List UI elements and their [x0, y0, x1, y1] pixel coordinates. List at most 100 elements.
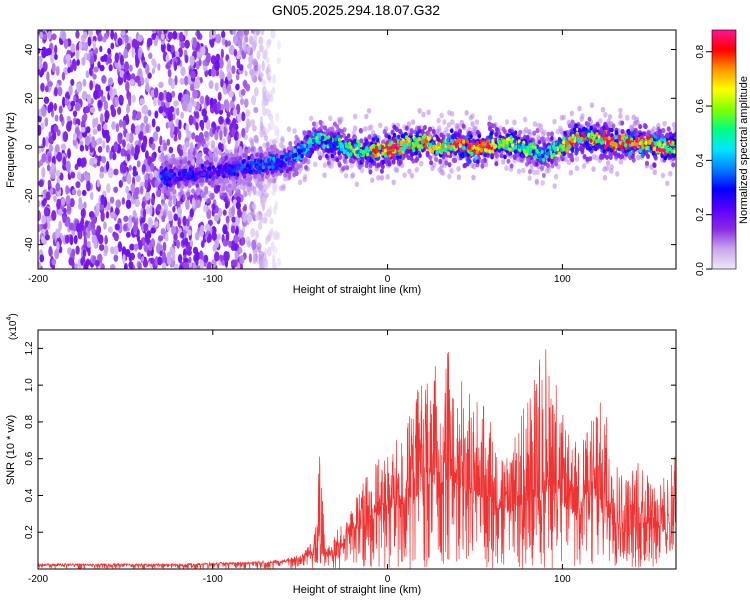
spectrogram-noise-cell [190, 71, 196, 79]
spectrogram-noise-cell [68, 223, 74, 231]
spectrogram-noise-cell [133, 243, 139, 251]
spectrogram-noise-cell [273, 125, 279, 137]
spectrogram-noise-cell [253, 87, 259, 97]
spectrogram-noise-cell [275, 112, 280, 122]
spectrogram-signal-cell [418, 160, 424, 167]
spectrogram-noise-cell [137, 80, 142, 87]
spectrogram-signal-cell [638, 123, 643, 130]
spectrogram-noise-cell [80, 126, 86, 133]
spectrogram-signal-cell [425, 152, 430, 158]
spectrogram-signal-cell [292, 172, 297, 178]
spectrogram-signal-cell [265, 142, 270, 148]
spectrogram-signal-cell [456, 166, 461, 172]
spectrogram-noise-cell [259, 215, 264, 224]
spectrogram-noise-cell [60, 198, 65, 206]
spectrogram-noise-cell [164, 100, 170, 108]
spectrogram-signal-cell [172, 159, 177, 165]
spectrogram-noise-cell [141, 201, 146, 209]
spectrogram-signal-cell [158, 156, 163, 162]
spectrogram-noise-cell [92, 40, 97, 50]
spectrogram-signal-cell [349, 162, 354, 169]
spectrogram-signal-cell [318, 155, 323, 161]
spectrogram-noise-cell [99, 166, 105, 174]
spectrogram-noise-cell [223, 87, 227, 95]
spectrogram-noise-cell [158, 81, 164, 89]
spectrogram-signal-cell [406, 154, 411, 161]
spectrogram-noise-cell [110, 42, 115, 50]
spectrogram-noise-cell [200, 260, 205, 269]
spectrogram-noise-cell [110, 30, 115, 40]
spectrogram-signal-cell [499, 153, 504, 159]
spectrogram-signal-cell [187, 160, 191, 166]
spectrogram-signal-cell [618, 158, 624, 165]
spectrogram-signal-cell [581, 163, 587, 169]
spectrogram-noise-cell [199, 95, 205, 105]
spectrogram-noise-cell [73, 132, 77, 141]
spectrogram-noise-cell [107, 167, 114, 179]
spectrogram-noise-cell [259, 115, 264, 126]
spectrogram-noise-cell [123, 215, 129, 222]
spectrogram-signal-cell [609, 168, 614, 175]
spectrogram-noise-cell [117, 241, 123, 253]
spectrogram-signal-cell [660, 172, 666, 179]
spectrogram-noise-cell [194, 135, 200, 143]
spectrogram-noise-cell [251, 58, 258, 66]
spectrogram-signal-cell [542, 142, 547, 148]
spectrogram-noise-cell [122, 223, 128, 232]
spectrogram-signal-cell [207, 149, 212, 156]
spectrogram-noise-cell [166, 60, 171, 70]
spectrogram-noise-cell [75, 30, 80, 39]
spectrogram-noise-cell [177, 254, 183, 264]
spectrogram-signal-cell [225, 178, 230, 184]
spectrogram-noise-cell [153, 97, 157, 107]
spectrogram-noise-cell [107, 48, 112, 55]
spectrogram-noise-cell [56, 151, 63, 162]
spectrogram-noise-cell [128, 261, 134, 269]
spectrogram-noise-cell [67, 247, 73, 255]
spectrogram-noise-cell [86, 94, 92, 104]
spectrogram-noise-cell [144, 150, 149, 160]
spectrogram-noise-cell [236, 112, 242, 123]
spectrogram-noise-cell [56, 175, 60, 185]
spectrogram-signal-cell [247, 176, 252, 183]
spectrogram-noise-cell [241, 111, 245, 121]
spectrogram-signal-cell [616, 152, 621, 158]
spectrogram-noise-cell [127, 220, 132, 230]
spectrogram-signal-cell [175, 159, 180, 165]
spectrogram-signal-cell [504, 165, 509, 172]
spectrogram-noise-cell [173, 233, 177, 240]
spectrogram-signal-cell [542, 129, 547, 136]
spectrogram-noise-cell [143, 114, 149, 125]
spectrogram-noise-cell [145, 63, 150, 75]
spectrogram-noise-cell [113, 186, 119, 193]
spectrogram-signal-cell [250, 146, 255, 152]
spectrogram-noise-cell [150, 89, 156, 98]
spectrogram-signal-cell [521, 167, 526, 174]
spectrogram-noise-cell [65, 185, 69, 195]
spectrogram-signal-cell [180, 183, 185, 189]
spectrogram-noise-cell [80, 207, 86, 219]
spectrogram-noise-cell [128, 164, 132, 172]
spectrogram-noise-cell [120, 162, 125, 173]
spectrogram-signal-cell [160, 194, 166, 201]
spectrogram-signal-cell [323, 125, 328, 131]
spectrogram-signal-cell [287, 174, 292, 180]
spectrogram-noise-cell [261, 125, 266, 135]
spectrogram-noise-cell [73, 234, 78, 245]
spectrogram-signal-cell [385, 173, 390, 180]
spectrogram-noise-cell [231, 205, 236, 217]
spectrogram-noise-cell [212, 203, 216, 211]
spectrogram-signal-cell [391, 159, 396, 165]
spectrogram-noise-cell [82, 78, 87, 87]
spectrogram-noise-cell [103, 123, 108, 131]
spectrogram-noise-cell [171, 225, 176, 236]
spectrogram-signal-cell [513, 149, 518, 154]
spectrogram-noise-cell [40, 122, 45, 130]
spectrogram-noise-cell [167, 110, 173, 122]
spectrogram-signal-cell [470, 121, 475, 127]
spectrogram-noise-cell [170, 123, 175, 134]
spectrogram-signal-cell [222, 144, 227, 151]
spectrogram-noise-cell [139, 185, 144, 195]
spectrogram-noise-cell [57, 86, 63, 97]
spectrogram-signal-cell [350, 171, 356, 178]
